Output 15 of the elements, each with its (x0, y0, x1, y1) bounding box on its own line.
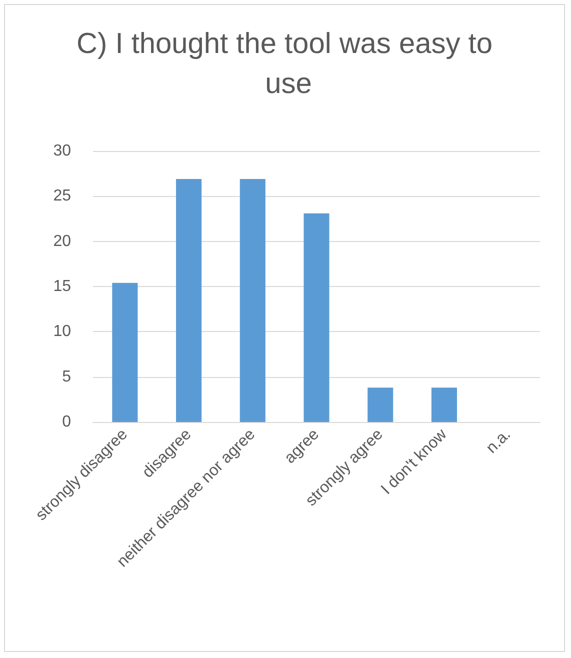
bar (176, 179, 202, 422)
y-tick-label: 30 (53, 142, 72, 160)
bar (112, 282, 138, 422)
bar (431, 388, 457, 422)
y-tick-label: 10 (53, 323, 72, 340)
y-tick-label: 20 (53, 232, 72, 250)
y-tick-label: 0 (62, 414, 72, 430)
chart-title: C) I thought the tool was easy to use (76, 28, 492, 100)
bar (240, 179, 266, 422)
bar (368, 388, 394, 422)
x-tick-label: n.a. (483, 426, 514, 457)
y-tick-label: 15 (53, 278, 72, 295)
y-tick-label: 25 (53, 188, 72, 205)
bar (304, 213, 330, 422)
y-tick-label: 5 (62, 368, 72, 386)
